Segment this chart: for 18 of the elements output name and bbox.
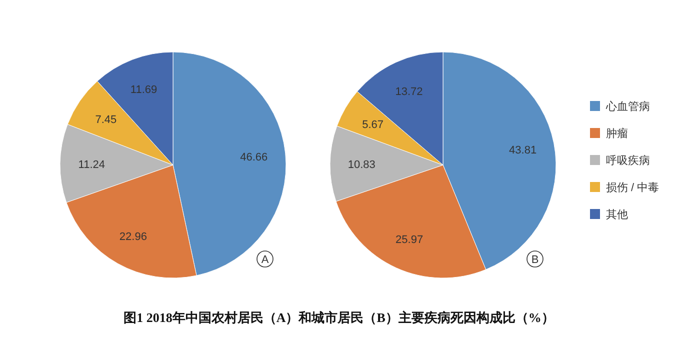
text: B [531,254,539,266]
legend-label: 肿瘤 [606,127,628,140]
data-label: 5.67 [362,118,384,131]
data-label: 25.97 [396,234,424,246]
data-label: 11.69 [130,84,158,96]
data-label: 11.24 [78,158,106,171]
legend-label: 心血管病 [605,100,650,113]
data-label: 7.45 [95,114,117,126]
text: 图1 2018年中国农村居民（A）和城市居民（B）主要疾病死因构成比（%） [124,310,554,325]
data-label: 43.81 [509,144,537,156]
legend-label: 损伤 / 中毒 [606,181,660,194]
text: A [261,254,270,266]
data-label: 46.66 [240,151,268,164]
legend-label: 呼吸疾病 [606,154,650,167]
data-label: 10.83 [348,159,376,172]
data-label: 13.72 [395,86,423,98]
legend-label: 其他 [606,208,628,221]
data-label: 22.96 [119,230,147,243]
